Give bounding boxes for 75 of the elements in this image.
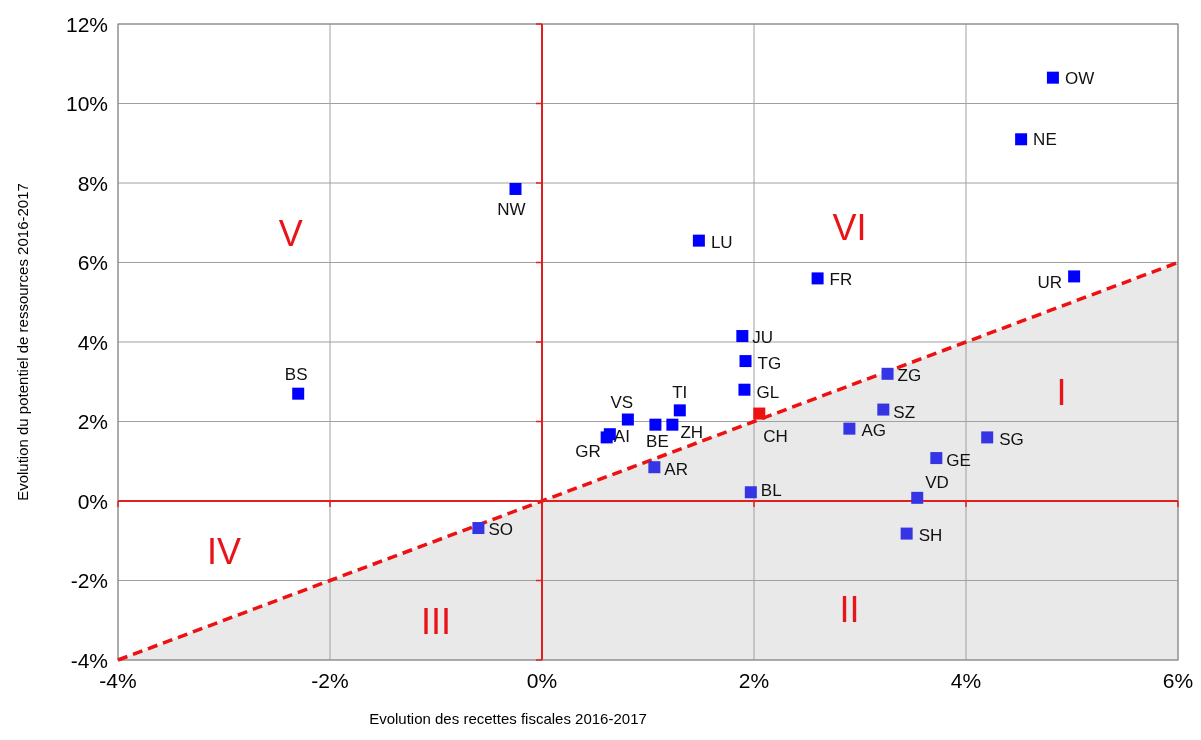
point xyxy=(843,422,856,435)
point xyxy=(621,413,634,426)
y-tick-label: 2% xyxy=(77,410,108,433)
annotation: TI xyxy=(672,383,688,403)
annotation: GL xyxy=(756,382,780,402)
annotation: VS xyxy=(610,392,634,412)
annotation: TG xyxy=(757,354,782,374)
annotation: SO xyxy=(488,520,513,540)
point xyxy=(900,527,913,540)
annotation: ZH xyxy=(680,422,704,442)
point xyxy=(692,234,705,247)
annotation: V xyxy=(278,213,303,255)
point xyxy=(292,387,305,400)
annotation: AR xyxy=(664,460,688,480)
annotation: BL xyxy=(760,481,782,501)
annotation: SH xyxy=(918,525,943,545)
point xyxy=(1068,270,1081,283)
point xyxy=(877,403,890,416)
point xyxy=(881,367,894,380)
point xyxy=(753,407,766,420)
x-tick-label: 0% xyxy=(526,669,558,692)
x-tick-label: -4% xyxy=(99,669,137,692)
point xyxy=(739,355,752,368)
annotation: GE xyxy=(946,451,971,471)
annotation: VD xyxy=(925,472,949,492)
annotation: OW xyxy=(1064,68,1095,88)
point xyxy=(1015,133,1028,146)
annotation: VI xyxy=(832,207,867,249)
y-tick-label: 8% xyxy=(77,171,108,195)
y-tick-label: -4% xyxy=(70,648,108,672)
point xyxy=(911,491,924,504)
point xyxy=(649,418,662,431)
point xyxy=(673,404,686,417)
annotation: BS xyxy=(284,364,308,384)
point xyxy=(1046,71,1059,84)
point xyxy=(736,330,749,343)
y-tick-label: 10% xyxy=(65,92,108,115)
point xyxy=(648,461,661,474)
annotation: IV xyxy=(206,531,242,573)
x-tick-label: -2% xyxy=(311,669,349,692)
point xyxy=(666,418,679,431)
y-axis-title: Evolution du potentiel de ressources 2016-2017 xyxy=(13,183,31,501)
point xyxy=(472,522,485,535)
y-tick-label: 12% xyxy=(65,12,108,36)
annotation: SZ xyxy=(893,402,916,422)
y-tick-label: 6% xyxy=(77,251,108,274)
x-tick-label: 6% xyxy=(1162,669,1194,692)
annotation: NW xyxy=(497,199,526,219)
annotation: GR xyxy=(575,442,601,462)
annotation: I xyxy=(1056,372,1067,414)
annotation: JU xyxy=(752,328,774,348)
point xyxy=(930,452,943,465)
annotation: CH xyxy=(763,426,788,446)
annotation: NE xyxy=(1033,130,1057,150)
point xyxy=(744,486,757,499)
point xyxy=(738,383,751,396)
annotation: FR xyxy=(829,270,853,290)
annotation: AI xyxy=(613,427,630,447)
y-tick-label: 4% xyxy=(77,330,108,354)
x-tick-label: 4% xyxy=(950,669,982,692)
annotation: ZG xyxy=(897,365,922,385)
point xyxy=(811,272,824,285)
annotation: LU xyxy=(710,232,733,252)
point xyxy=(981,431,994,444)
annotation: SG xyxy=(999,430,1024,450)
x-axis-title: Evolution des recettes fiscales 2016-2017 xyxy=(369,710,647,727)
annotation: UR xyxy=(1037,273,1063,293)
point xyxy=(509,182,522,195)
y-tick-label: -2% xyxy=(70,569,108,592)
annotation: BE xyxy=(646,431,669,451)
annotation: AG xyxy=(861,420,886,440)
annotation: III xyxy=(420,601,452,643)
annotation: II xyxy=(839,588,860,630)
x-tick-label: 2% xyxy=(738,669,770,692)
y-tick-label: 0% xyxy=(77,489,108,513)
